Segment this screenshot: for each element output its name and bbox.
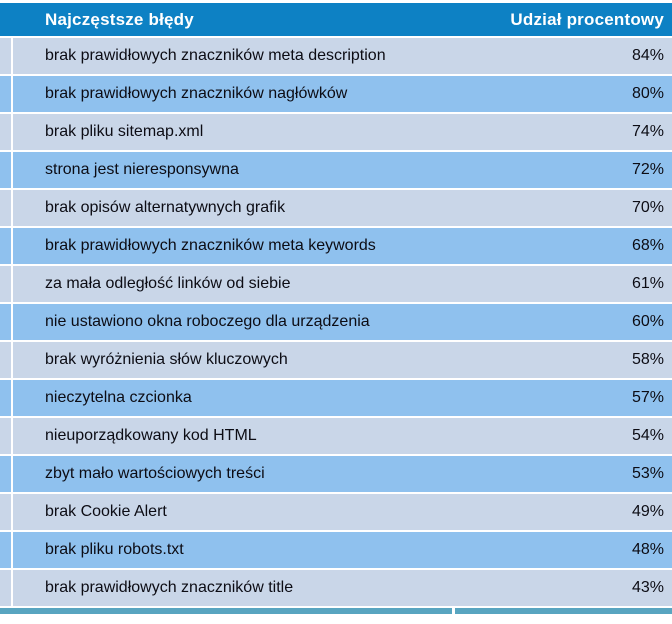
row-label: za mała odległość linków od siebie: [45, 275, 291, 292]
row-main-cell: zbyt mało wartościowych treści 53%: [13, 456, 672, 492]
row-label: brak opisów alternatywnych grafik: [45, 199, 286, 216]
row-spacer: [0, 304, 11, 340]
row-spacer: [0, 266, 11, 302]
row-main-cell: strona jest nieresponsywna 72%: [13, 152, 672, 188]
row-spacer: [0, 38, 11, 74]
row-value: 49%: [631, 503, 664, 520]
table-row: brak pliku sitemap.xml 74%: [0, 114, 672, 150]
row-main-cell: brak wyróżnienia słów kluczowych 58%: [13, 342, 672, 378]
table-row: brak wyróżnienia słów kluczowych 58%: [0, 342, 672, 378]
row-label: brak pliku sitemap.xml: [45, 123, 204, 140]
row-label: brak Cookie Alert: [45, 503, 167, 520]
row-label: brak prawidłowych znaczników nagłówków: [45, 85, 348, 102]
row-value: 84%: [631, 47, 664, 64]
row-main-cell: brak prawidłowych znaczników title 43%: [13, 570, 672, 606]
header-errors-label: Najczęstsze błędy: [45, 9, 194, 29]
table-row: brak pliku robots.txt 48%: [0, 532, 672, 568]
row-label: nieuporządkowany kod HTML: [45, 427, 257, 444]
table-row: brak Cookie Alert 49%: [0, 494, 672, 530]
row-value: 61%: [631, 275, 664, 292]
table-row: brak prawidłowych znaczników nagłówków 8…: [0, 76, 672, 112]
row-value: 48%: [631, 541, 664, 558]
row-value: 68%: [631, 237, 664, 254]
row-label: brak wyróżnienia słów kluczowych: [45, 351, 288, 368]
row-spacer: [0, 456, 11, 492]
row-value: 80%: [631, 85, 664, 102]
table-header-row: Najczęstsze błędy Udział procentowy: [0, 3, 672, 36]
row-spacer: [0, 76, 11, 112]
row-label: zbyt mało wartościowych treści: [45, 465, 265, 482]
table-row: brak prawidłowych znaczników meta keywor…: [0, 228, 672, 264]
table-row: brak prawidłowych znaczników meta descri…: [0, 38, 672, 74]
row-label: brak prawidłowych znaczników meta descri…: [45, 47, 386, 64]
row-main-cell: nie ustawiono okna roboczego dla urządze…: [13, 304, 672, 340]
row-spacer: [0, 228, 11, 264]
row-label: brak pliku robots.txt: [45, 541, 184, 558]
row-label: nie ustawiono okna roboczego dla urządze…: [45, 313, 370, 330]
table-body: brak prawidłowych znaczników meta descri…: [0, 38, 672, 606]
table-row: brak prawidłowych znaczników title 43%: [0, 570, 672, 606]
footer-strip: [0, 608, 672, 614]
row-main-cell: brak pliku robots.txt 48%: [13, 532, 672, 568]
row-spacer: [0, 570, 11, 606]
row-main-cell: brak prawidłowych znaczników nagłówków 8…: [13, 76, 672, 112]
row-value: 53%: [631, 465, 664, 482]
row-value: 70%: [631, 199, 664, 216]
table-row: nieczytelna czcionka 57%: [0, 380, 672, 416]
row-value: 54%: [631, 427, 664, 444]
row-value: 74%: [631, 123, 664, 140]
row-spacer: [0, 380, 11, 416]
row-main-cell: brak opisów alternatywnych grafik 70%: [13, 190, 672, 226]
row-label: nieczytelna czcionka: [45, 389, 192, 406]
table-row: nie ustawiono okna roboczego dla urządze…: [0, 304, 672, 340]
row-value: 72%: [631, 161, 664, 178]
row-value: 60%: [631, 313, 664, 330]
table-row: zbyt mało wartościowych treści 53%: [0, 456, 672, 492]
table-row: nieuporządkowany kod HTML 54%: [0, 418, 672, 454]
row-main-cell: brak prawidłowych znaczników meta descri…: [13, 38, 672, 74]
row-spacer: [0, 532, 11, 568]
row-label: brak prawidłowych znaczników meta keywor…: [45, 237, 376, 254]
row-main-cell: brak pliku sitemap.xml 74%: [13, 114, 672, 150]
row-spacer: [0, 418, 11, 454]
row-spacer: [0, 152, 11, 188]
row-value: 57%: [631, 389, 664, 406]
table-row: brak opisów alternatywnych grafik 70%: [0, 190, 672, 226]
table-row: za mała odległość linków od siebie 61%: [0, 266, 672, 302]
row-spacer: [0, 342, 11, 378]
footer-strip-right-segment: [455, 608, 672, 614]
row-main-cell: brak prawidłowych znaczników meta keywor…: [13, 228, 672, 264]
row-label: brak prawidłowych znaczników title: [45, 579, 294, 596]
table-row: strona jest nieresponsywna 72%: [0, 152, 672, 188]
row-value: 43%: [631, 579, 664, 596]
row-label: strona jest nieresponsywna: [45, 161, 239, 178]
row-spacer: [0, 190, 11, 226]
row-spacer: [0, 494, 11, 530]
row-main-cell: brak Cookie Alert 49%: [13, 494, 672, 530]
row-main-cell: za mała odległość linków od siebie 61%: [13, 266, 672, 302]
header-share-label: Udział procentowy: [510, 9, 664, 29]
row-spacer: [0, 114, 11, 150]
row-value: 58%: [631, 351, 664, 368]
row-main-cell: nieuporządkowany kod HTML 54%: [13, 418, 672, 454]
footer-strip-left-segment: [0, 608, 452, 614]
row-main-cell: nieczytelna czcionka 57%: [13, 380, 672, 416]
